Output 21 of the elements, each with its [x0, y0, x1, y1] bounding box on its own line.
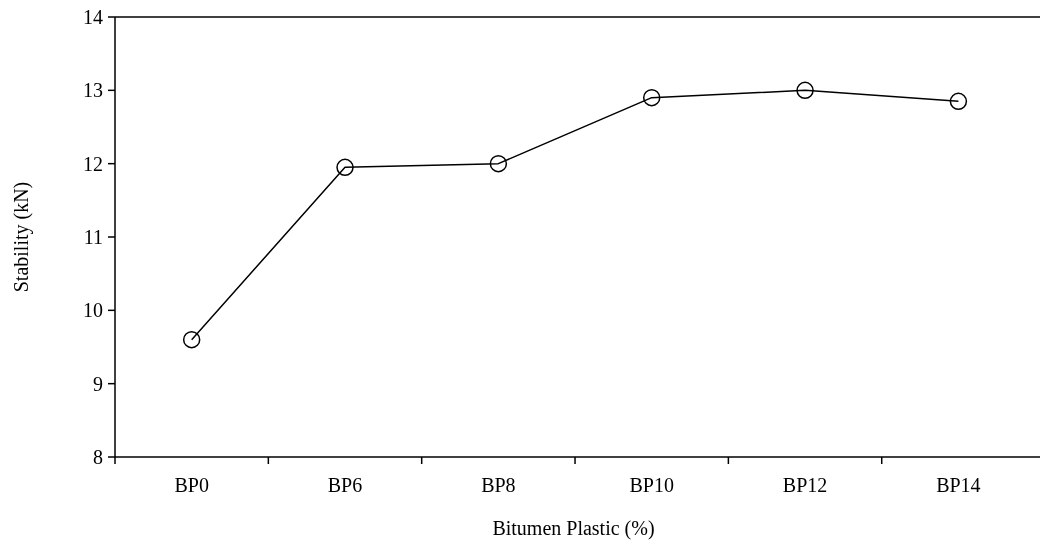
point	[949, 92, 968, 111]
point	[336, 158, 354, 177]
x-tick-label: BP10	[629, 474, 674, 496]
point	[796, 81, 814, 100]
point	[489, 154, 508, 173]
x-tick-label: BP12	[782, 474, 828, 496]
y-tick-label: 11	[83, 226, 103, 248]
y-axis-title: Stability (kN)	[10, 181, 33, 293]
y-tick-label: 14	[83, 6, 103, 28]
x-tick-label: BP14	[936, 474, 981, 496]
x-tick-label: BP8	[481, 474, 516, 496]
y-tick-label: 13	[83, 79, 103, 102]
point	[642, 88, 661, 107]
x-tick-label: BP0	[174, 474, 209, 496]
y-tick-label: 12	[83, 152, 103, 175]
x-axis-title: Bitumen Plastic (%)	[492, 517, 655, 540]
x-tick-label: BP6	[327, 474, 363, 496]
point	[182, 330, 201, 349]
y-tick-label: 10	[83, 299, 103, 322]
y-tick-label: 9	[93, 372, 103, 395]
y-tick-label: 8	[93, 446, 103, 468]
